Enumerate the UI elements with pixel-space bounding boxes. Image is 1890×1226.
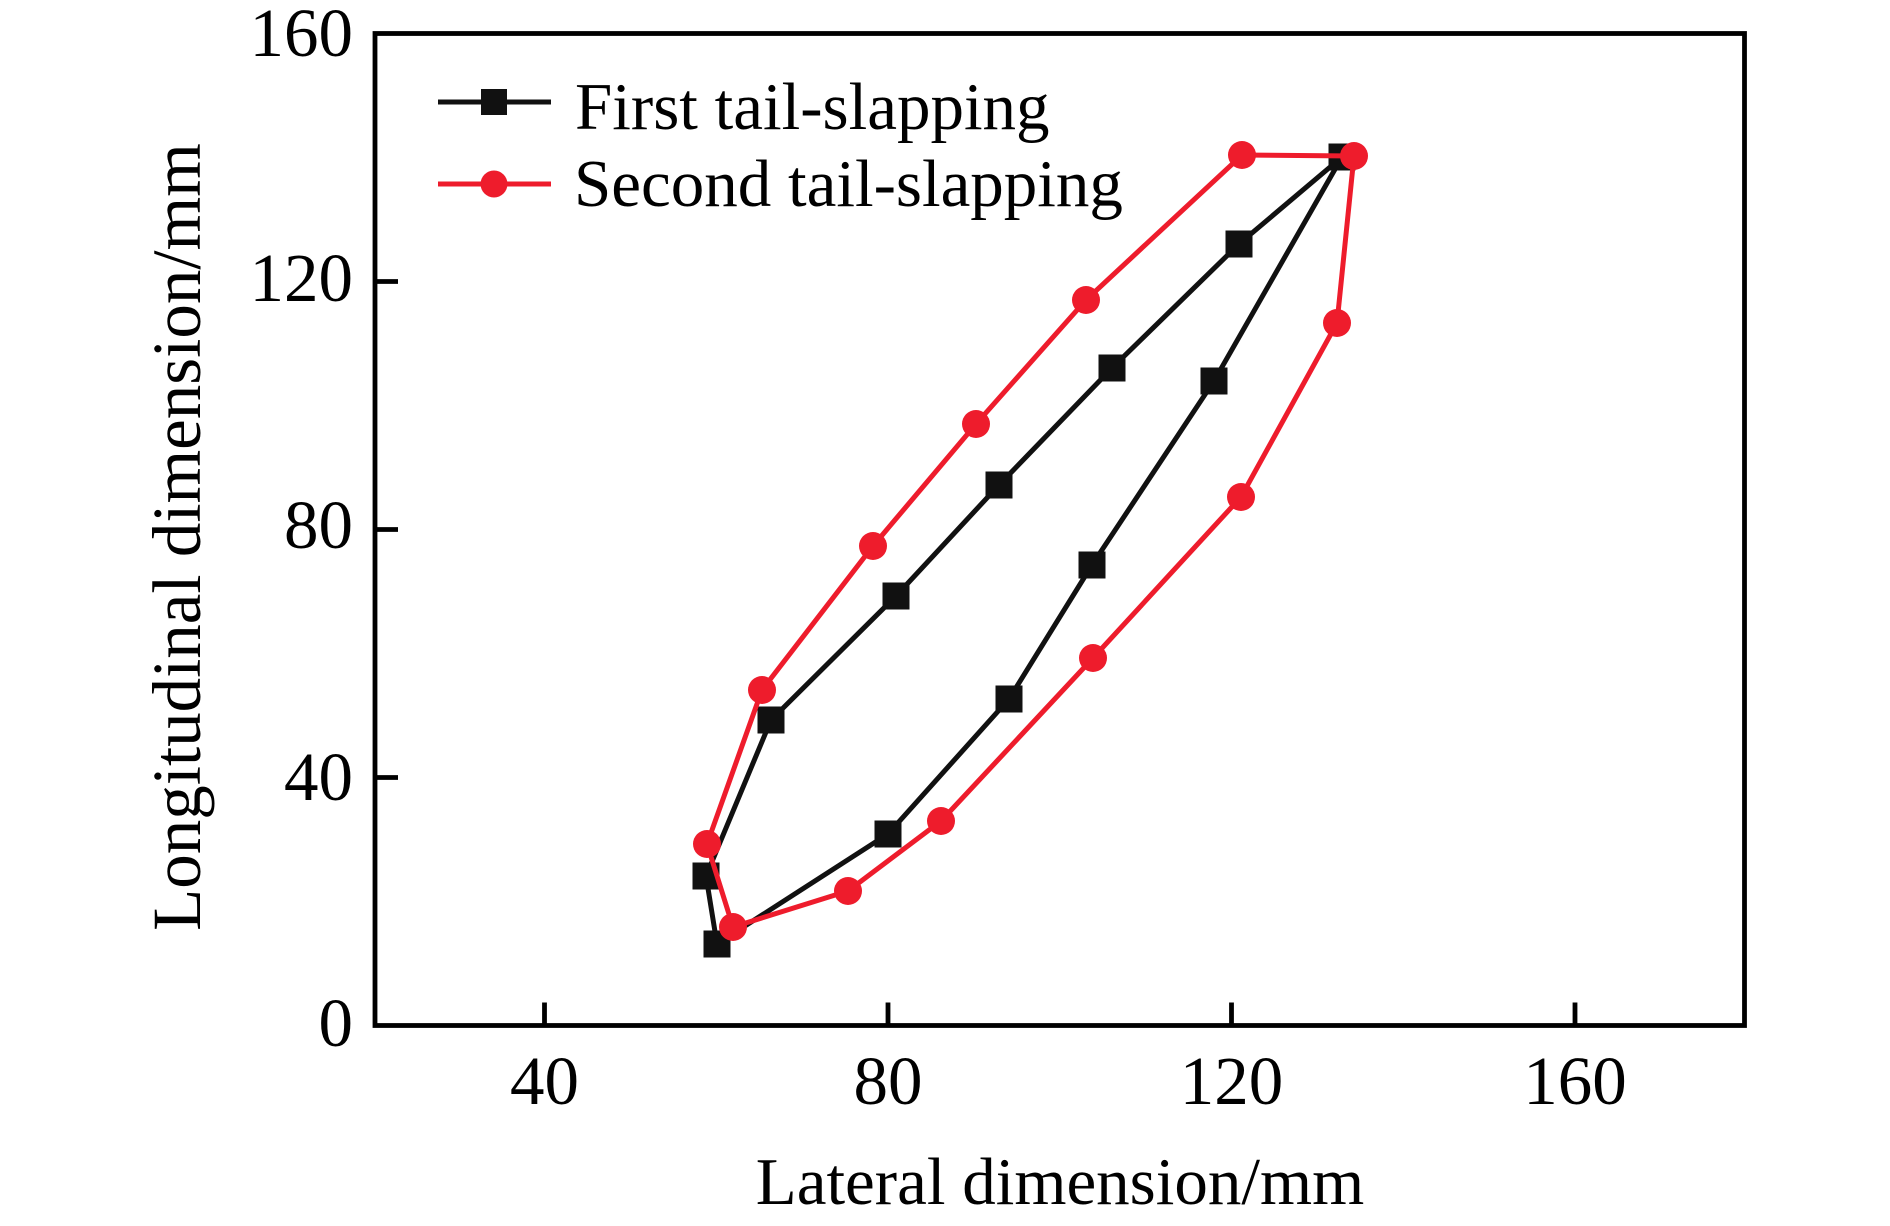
svg-text:120: 120 bbox=[250, 240, 354, 316]
svg-text:Lateral dimension/mm: Lateral dimension/mm bbox=[756, 1145, 1364, 1219]
svg-text:120: 120 bbox=[1180, 1043, 1284, 1119]
svg-text:Longitudinal dimension/mm: Longitudinal dimension/mm bbox=[139, 143, 215, 931]
svg-text:40: 40 bbox=[284, 739, 353, 815]
svg-text:80: 80 bbox=[284, 487, 353, 563]
svg-text:160: 160 bbox=[250, 0, 354, 71]
svg-text:80: 80 bbox=[854, 1043, 923, 1119]
svg-text:40: 40 bbox=[510, 1043, 579, 1119]
svg-text:160: 160 bbox=[1523, 1043, 1627, 1119]
svg-text:Second tail-slapping: Second tail-slapping bbox=[574, 147, 1123, 221]
svg-text:First tail-slapping: First tail-slapping bbox=[575, 70, 1050, 144]
svg-text:0: 0 bbox=[319, 985, 354, 1061]
